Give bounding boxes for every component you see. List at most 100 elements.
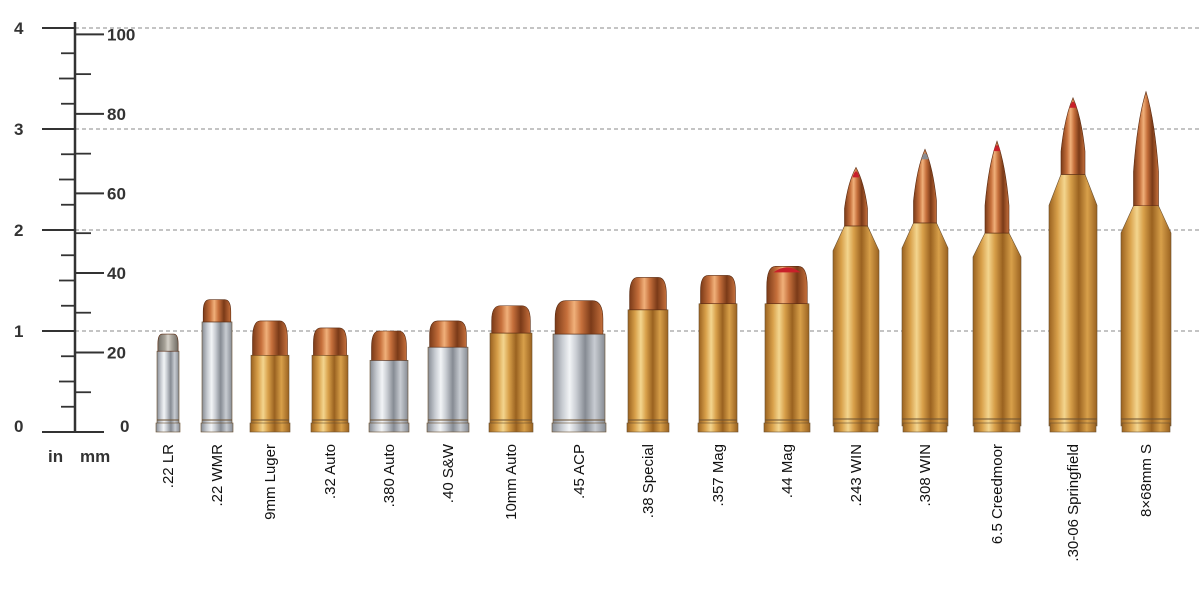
bullet-copper <box>554 300 604 335</box>
category-label: .243 WIN <box>848 444 865 507</box>
cartridge-rim <box>488 422 534 433</box>
bullet-lead <box>157 333 179 352</box>
cartridge-case <box>427 346 469 427</box>
cartridge-2 <box>249 320 291 433</box>
cartridge-rim <box>310 422 350 433</box>
category-label: .30-06 Springfield <box>1065 444 1082 562</box>
cartridge-3 <box>310 327 350 433</box>
bullet-copper <box>429 320 467 348</box>
cartridge-rim <box>1121 422 1171 433</box>
cartridge-15 <box>1120 90 1172 433</box>
cartridge-8 <box>626 277 670 433</box>
bullet-copper <box>313 327 347 356</box>
bullet-red <box>984 140 1010 234</box>
cartridge-case <box>832 225 880 427</box>
cartridge-case <box>1048 174 1098 427</box>
cartridge-case <box>698 303 738 427</box>
cartridge-12 <box>901 148 949 433</box>
cartridge-case <box>489 332 533 427</box>
category-label: 8×68mm S <box>1138 444 1155 517</box>
category-label: .308 WIN <box>917 444 934 507</box>
category-label: .380 Auto <box>381 444 398 507</box>
cartridge-6 <box>488 305 534 433</box>
category-label: .22 WMR <box>209 444 226 507</box>
inch-tick-label: 4 <box>14 19 24 38</box>
bullet-copper <box>1133 90 1159 207</box>
mm-tick-label: 0 <box>120 417 129 436</box>
cartridge-10 <box>763 266 811 433</box>
bullet-red <box>1060 96 1086 175</box>
cartridge-rim <box>626 422 670 433</box>
mm-tick-label: 100 <box>107 25 135 44</box>
cartridge-case <box>250 354 290 427</box>
mm-tick-label: 40 <box>107 264 126 283</box>
cartridge-case <box>764 303 810 427</box>
cartridge-case <box>627 309 669 427</box>
cartridge-rim <box>200 422 234 433</box>
bullet-copper <box>700 275 736 305</box>
bullet-tip-red <box>1069 101 1077 108</box>
cartridge-14 <box>1048 96 1098 433</box>
cartridge-5 <box>426 320 470 433</box>
cartridge-4 <box>368 330 410 433</box>
cartridge-case <box>901 222 949 427</box>
cartridge-case <box>201 321 233 427</box>
cartridge-rim <box>1049 422 1097 433</box>
category-label: .45 ACP <box>571 444 588 499</box>
category-label: .357 Mag <box>710 444 727 507</box>
cartridge-9 <box>697 275 739 433</box>
inch-tick-label: 3 <box>14 120 23 139</box>
category-label: 9mm Luger <box>262 444 279 520</box>
mm-tick-label: 20 <box>107 343 126 362</box>
category-label: .40 S&W <box>440 443 457 503</box>
cartridge-rim <box>249 422 291 433</box>
cartridge-case <box>311 354 349 427</box>
mm-tick-label: 80 <box>107 105 126 124</box>
inch-tick-label: 1 <box>14 322 23 341</box>
category-label: .32 Auto <box>322 444 339 499</box>
cartridge-rim <box>902 422 948 433</box>
cartridge-rim <box>973 422 1021 433</box>
inch-tick-label: 2 <box>14 221 23 240</box>
mm-tick-label: 60 <box>107 184 126 203</box>
cartridge-0 <box>155 333 181 433</box>
bullet-tip-red <box>852 171 860 178</box>
cartridge-rim <box>763 422 811 433</box>
bullet-tip-grey <box>921 153 929 160</box>
category-label: .38 Special <box>640 444 657 518</box>
cartridge-11 <box>832 166 880 433</box>
bullet-copper <box>252 320 288 356</box>
bullet-copper <box>202 299 232 323</box>
bullet-tip-red <box>993 145 1001 152</box>
cartridge-case <box>1120 205 1172 427</box>
cartridge-rim <box>833 422 879 433</box>
category-labels: .22 LR .22 WMR 9mm Luger .32 Auto .380 Auto.… <box>160 443 1155 561</box>
bullet-tip-red <box>773 267 801 273</box>
cartridge-case <box>972 232 1022 427</box>
cartridge-rim <box>697 422 739 433</box>
cartridge-case <box>552 333 606 427</box>
cartridge-rim <box>155 422 181 433</box>
bullet-grey <box>913 148 937 224</box>
category-label: 6.5 Creedmoor <box>989 444 1006 544</box>
mm-unit-label: mm <box>80 447 110 466</box>
bullet-copper <box>629 277 667 311</box>
category-label: .44 Mag <box>779 444 796 498</box>
cartridge-13 <box>972 140 1022 433</box>
cartridge-7 <box>551 300 607 433</box>
category-label: .22 LR <box>160 444 177 488</box>
inch-unit-label: in <box>48 447 63 466</box>
category-label: 10mm Auto <box>503 444 520 520</box>
cartridge-bars <box>155 90 1172 433</box>
cartridge-case <box>156 350 180 427</box>
cartridge-1 <box>200 299 234 433</box>
bullet-red <box>844 166 868 227</box>
cartridge-rim <box>551 422 607 433</box>
bullet-copper <box>371 330 407 361</box>
cartridge-rim <box>426 422 470 433</box>
bullet-red <box>766 266 808 305</box>
cartridge-case <box>369 359 409 427</box>
inch-tick-label: 0 <box>14 417 23 436</box>
